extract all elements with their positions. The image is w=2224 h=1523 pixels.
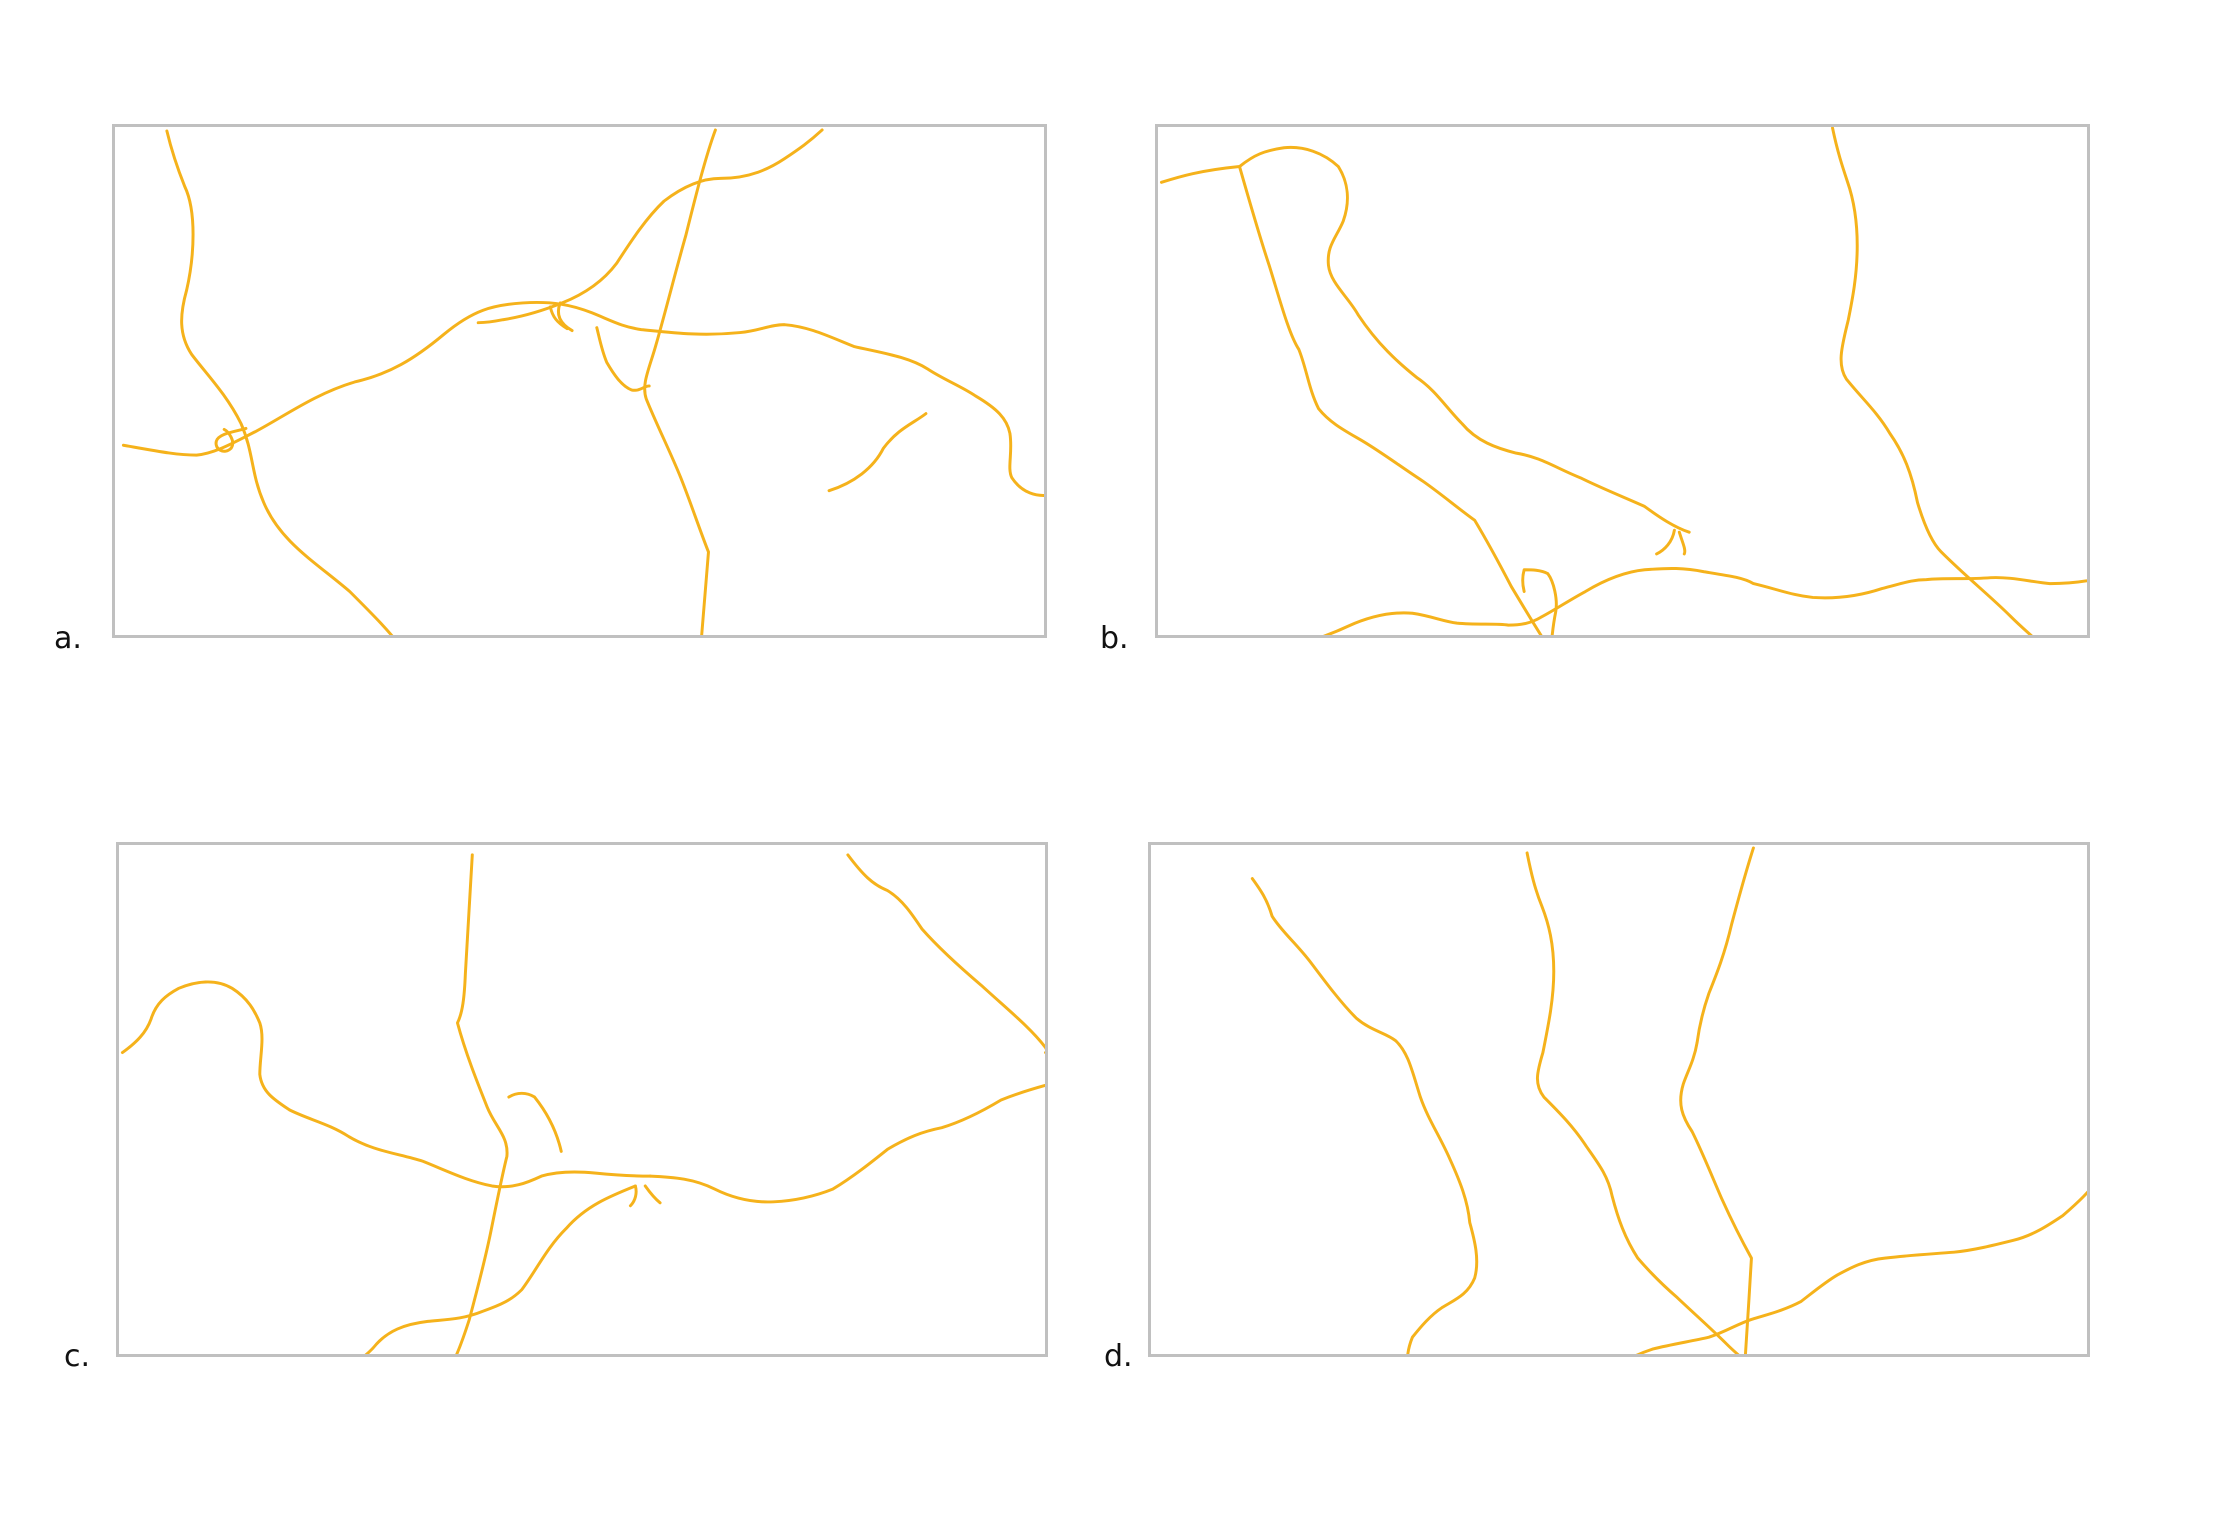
road-a-7	[595, 326, 651, 392]
road-b-6	[1521, 568, 1558, 635]
panel-d	[1148, 842, 2090, 1357]
road-network-a	[121, 128, 1044, 635]
road-b-1	[1159, 145, 1691, 534]
panel-label-a: a.	[54, 621, 82, 656]
road-b-5	[1831, 127, 2033, 635]
panel-label-b: b.	[1100, 621, 1129, 656]
panel-b	[1155, 124, 2090, 638]
road-d-4	[1679, 846, 1755, 1354]
road-a-1	[165, 129, 394, 635]
road-network-b	[1159, 127, 2087, 635]
road-network-c	[120, 853, 1045, 1354]
road-d-2	[1635, 1190, 2087, 1354]
road-a-6	[476, 128, 824, 325]
road-b-7	[1655, 528, 1687, 556]
panel-a	[112, 124, 1047, 638]
road-a-loop	[214, 426, 248, 453]
road-c-5	[364, 1184, 637, 1354]
road-c-2	[648, 1083, 1045, 1204]
road-d-1	[1250, 877, 1479, 1354]
road-d-3	[1525, 851, 1740, 1354]
panel-label-c: c.	[64, 1339, 91, 1374]
road-c-4	[455, 853, 509, 1354]
road-c-6	[846, 853, 1045, 1050]
panel-label-d: d.	[1104, 1339, 1133, 1374]
road-c-7	[507, 1091, 662, 1208]
road-a-4	[827, 412, 928, 493]
road-a-2	[121, 300, 1044, 497]
road-b-2	[1238, 165, 1543, 635]
panel-c	[116, 842, 1048, 1357]
road-b-3	[1323, 567, 2087, 635]
road-a-5	[643, 128, 717, 635]
road-c-1	[120, 980, 652, 1189]
road-a-8	[548, 301, 574, 333]
road-network-d	[1250, 846, 2087, 1354]
